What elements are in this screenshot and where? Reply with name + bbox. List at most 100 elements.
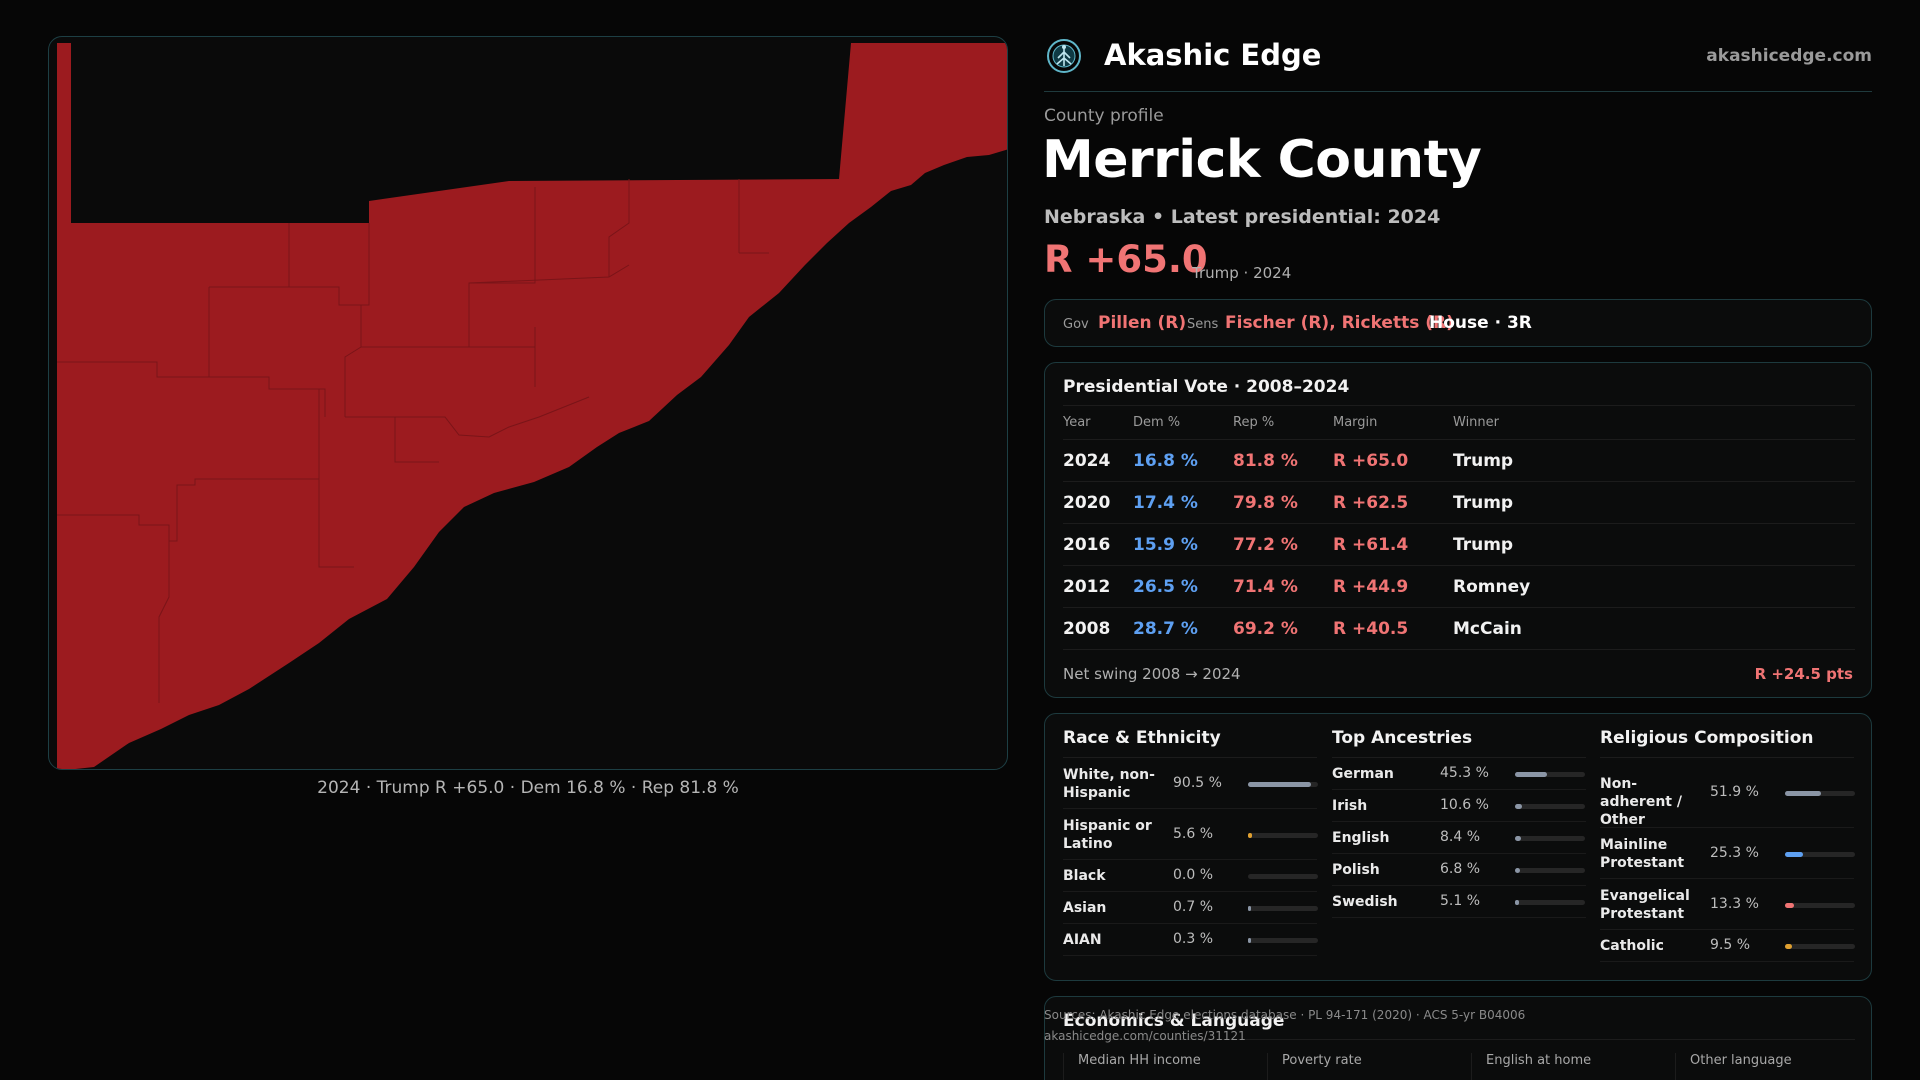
- rep-cell: 71.4 %: [1233, 565, 1333, 608]
- list-item: Black 0.0 %: [1063, 860, 1318, 892]
- list-item: Hispanic or Latino 5.6 %: [1063, 809, 1318, 860]
- officials-card: Gov Pillen (R) Sens Fischer (R), Rickett…: [1044, 299, 1872, 347]
- item-bar-track: [1248, 832, 1318, 838]
- list-item: Swedish 5.1 %: [1332, 886, 1586, 918]
- headline-margin-note: Trump · 2024: [1192, 264, 1292, 282]
- col-header: Dem %: [1133, 405, 1233, 440]
- item-bar-fill: [1515, 900, 1519, 905]
- col-header: Margin: [1333, 405, 1453, 440]
- sources-line: Sources: Akashic Edge elections database…: [1044, 1008, 1526, 1022]
- item-percent: 10.6 %: [1440, 797, 1489, 813]
- list-item: English 8.4 %: [1332, 822, 1586, 854]
- winner-cell: Trump: [1453, 481, 1855, 524]
- dem-cell: 17.4 %: [1133, 481, 1233, 524]
- item-bar-track: [1515, 772, 1585, 777]
- year-cell: 2008: [1063, 607, 1133, 650]
- item-bar-track: [1515, 804, 1585, 809]
- item-percent: 5.1 %: [1440, 893, 1481, 909]
- list-item: Irish 10.6 %: [1332, 790, 1586, 822]
- economics-card: Economics & Language Median HH income Po…: [1044, 996, 1872, 1080]
- margin-cell: R +65.0: [1333, 439, 1453, 482]
- sources-note: Sources: Akashic Edge elections database…: [1044, 1005, 1525, 1047]
- item-percent: 0.7 %: [1173, 899, 1214, 915]
- county-map[interactable]: [49, 37, 1008, 770]
- item-percent: 25.3 %: [1710, 844, 1759, 861]
- site-header: Akashic Edge akashicedge.com: [1044, 34, 1872, 92]
- tree-of-life-logo-icon[interactable]: [1046, 38, 1082, 74]
- item-name: Catholic: [1600, 938, 1664, 954]
- presidential-table: Year Dem % Rep % Margin Winner 2024 16.8 …: [1063, 405, 1855, 650]
- rep-cell: 81.8 %: [1233, 439, 1333, 482]
- econ-col-header: Other language: [1675, 1053, 1792, 1080]
- race-title: Race & Ethnicity: [1063, 728, 1317, 758]
- item-name: Black: [1063, 868, 1106, 884]
- item-name: Non-adherent / Other: [1600, 776, 1682, 828]
- item-percent: 8.4 %: [1440, 829, 1481, 845]
- item-bar-fill: [1785, 851, 1803, 857]
- year-cell: 2024: [1063, 439, 1133, 482]
- gov-value: Pillen (R): [1098, 313, 1187, 333]
- dem-cell: 16.8 %: [1133, 439, 1233, 482]
- item-percent: 13.3 %: [1710, 895, 1759, 912]
- item-name: Evangelical Protestant: [1600, 887, 1690, 922]
- sens-label: Sens: [1187, 317, 1219, 332]
- item-name: English: [1332, 830, 1390, 846]
- econ-col-header: Median HH income: [1063, 1053, 1201, 1080]
- item-bar-fill: [1515, 772, 1547, 777]
- item-bar-track: [1248, 938, 1318, 943]
- net-swing-label: Net swing 2008 → 2024: [1063, 665, 1241, 683]
- econ-col-header: English at home: [1471, 1053, 1591, 1080]
- item-percent: 90.5 %: [1173, 774, 1222, 791]
- table-header-row: Year Dem % Rep % Margin Winner: [1063, 405, 1855, 440]
- county-subtitle: Nebraska • Latest presidential: 2024: [1044, 206, 1441, 228]
- item-percent: 51.9 %: [1710, 784, 1759, 800]
- headline-margin: R +65.0: [1044, 238, 1208, 281]
- list-item: German 45.3 %: [1332, 758, 1586, 790]
- sources-link[interactable]: akashicedge.com/counties/31121: [1044, 1029, 1246, 1043]
- table-row: 2016 15.9 % 77.2 % R +61.4 Trump: [1063, 523, 1855, 566]
- presidential-vote-card: Presidential Vote · 2008–2024 Year Dem %…: [1044, 362, 1872, 698]
- item-bar-track: [1248, 781, 1318, 787]
- gov-label: Gov: [1063, 317, 1089, 332]
- profile-column: Akashic Edge akashicedge.com County prof…: [1042, 0, 1872, 1080]
- list-item: White, non-Hispanic 90.5 %: [1063, 758, 1318, 809]
- item-bar-track: [1248, 874, 1318, 879]
- col-header: Year: [1063, 405, 1133, 440]
- item-bar-track: [1248, 906, 1318, 911]
- list-item: Mainline Protestant 25.3 %: [1600, 828, 1855, 879]
- item-name: Mainline Protestant: [1600, 836, 1685, 871]
- site-url[interactable]: akashicedge.com: [1706, 46, 1872, 66]
- rep-cell: 79.8 %: [1233, 481, 1333, 524]
- house-value: House · 3R: [1429, 313, 1532, 333]
- year-cell: 2012: [1063, 565, 1133, 608]
- demographics-card: Race & Ethnicity White, non-Hispanic 90.5…: [1044, 713, 1872, 981]
- margin-cell: R +40.5: [1333, 607, 1453, 650]
- item-name: Swedish: [1332, 894, 1398, 910]
- dem-cell: 26.5 %: [1133, 565, 1233, 608]
- brand-name[interactable]: Akashic Edge: [1104, 38, 1322, 72]
- map-caption: 2024 · Trump R +65.0 · Dem 16.8 % · Rep …: [317, 778, 739, 798]
- winner-cell: Romney: [1453, 565, 1855, 608]
- list-item: Catholic 9.5 %: [1600, 930, 1855, 962]
- economics-title: Economics & Language: [1063, 1011, 1285, 1031]
- year-cell: 2016: [1063, 523, 1133, 566]
- item-bar-fill: [1785, 791, 1822, 796]
- col-header: Winner: [1453, 405, 1855, 440]
- item-bar-fill: [1515, 804, 1523, 809]
- ancestry-title: Top Ancestries: [1332, 728, 1586, 758]
- item-percent: 0.0 %: [1173, 867, 1214, 883]
- item-bar-fill: [1248, 832, 1252, 838]
- item-name: Asian: [1063, 900, 1107, 916]
- item-name: Hispanic or Latino: [1063, 817, 1152, 852]
- table-row: 2024 16.8 % 81.8 % R +65.0 Trump: [1063, 439, 1855, 482]
- winner-cell: Trump: [1453, 523, 1855, 566]
- rep-cell: 69.2 %: [1233, 607, 1333, 650]
- table-row: 2020 17.4 % 79.8 % R +62.5 Trump: [1063, 481, 1855, 524]
- margin-cell: R +61.4: [1333, 523, 1453, 566]
- item-bar-track: [1785, 902, 1855, 908]
- county-shape[interactable]: [57, 43, 1008, 770]
- item-bar-track: [1785, 944, 1855, 949]
- item-percent: 45.3 %: [1440, 765, 1489, 781]
- item-percent: 9.5 %: [1710, 937, 1751, 953]
- section-eyebrow: County profile: [1044, 106, 1164, 126]
